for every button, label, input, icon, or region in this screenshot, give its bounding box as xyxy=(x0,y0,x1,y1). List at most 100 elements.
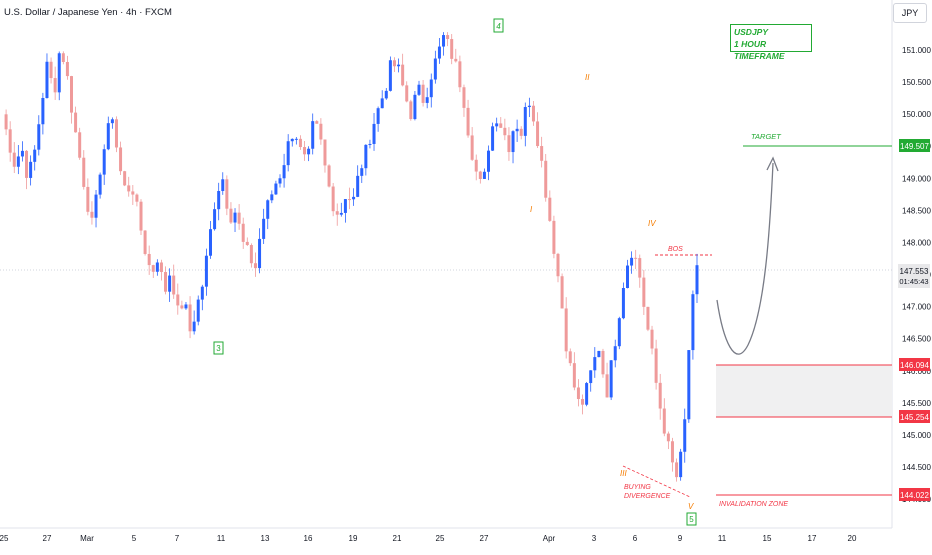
candle-body xyxy=(159,262,163,273)
candle-body xyxy=(225,179,229,209)
candle-body xyxy=(86,186,90,212)
time-tick-label: 11 xyxy=(718,534,727,543)
divergence-line xyxy=(622,465,691,498)
time-tick-label: 16 xyxy=(304,534,313,543)
candle-body xyxy=(135,194,139,202)
candle-body xyxy=(164,272,168,292)
candle-body xyxy=(679,451,683,478)
candle-body xyxy=(298,138,302,148)
candle-body xyxy=(74,112,78,133)
candle-body xyxy=(433,58,437,80)
candle-body xyxy=(372,123,376,144)
candle-body xyxy=(339,212,343,215)
candle-body xyxy=(49,61,53,79)
candle-body xyxy=(482,171,486,179)
candle-body xyxy=(491,126,495,151)
candle-body xyxy=(131,191,135,195)
wave-4-label: 4 xyxy=(496,22,501,31)
time-tick-label: 19 xyxy=(349,534,358,543)
candle-body xyxy=(233,212,237,223)
timeframe-label: 1 HOUR TIMEFRAME xyxy=(734,39,785,61)
candle-body xyxy=(303,147,307,155)
candle-body xyxy=(57,53,61,93)
candle-body xyxy=(507,135,511,153)
candle-body xyxy=(209,229,212,256)
candle-body xyxy=(413,94,417,120)
candle-body xyxy=(658,382,662,409)
candle-body xyxy=(196,299,200,322)
candle-body xyxy=(82,157,86,187)
countdown-text: 01:45:43 xyxy=(899,277,928,286)
time-tick-label: 13 xyxy=(261,534,270,543)
candle-body xyxy=(217,190,221,210)
invalidation-label: INVALIDATION ZONE xyxy=(719,501,788,508)
candle-body xyxy=(487,150,490,172)
zone-bottom-text: 145.254 xyxy=(900,413,929,422)
demand-zone xyxy=(716,365,892,417)
time-tick-label: 27 xyxy=(43,534,52,543)
candle-body xyxy=(556,253,560,277)
candle-body xyxy=(552,220,556,254)
candle-body xyxy=(262,218,266,239)
target-label: TARGET xyxy=(751,132,782,141)
candle-body xyxy=(519,128,523,136)
candle-body xyxy=(266,200,270,219)
candle-body xyxy=(544,160,548,198)
candle-body xyxy=(515,128,519,132)
candle-body xyxy=(531,105,535,122)
candle-body xyxy=(356,175,360,197)
candle-body xyxy=(630,257,634,266)
candle-body xyxy=(331,186,335,212)
candle-body xyxy=(511,131,515,153)
invalidation-badge xyxy=(899,488,930,501)
time-tick-label: 7 xyxy=(175,534,180,543)
candle-body xyxy=(139,201,143,231)
candle-body xyxy=(348,199,351,201)
candle-body xyxy=(388,60,392,91)
candle-body xyxy=(495,123,499,127)
candle-body xyxy=(327,165,331,187)
buying-label-2: DIVERGENCE xyxy=(624,493,671,500)
time-tick-label: Apr xyxy=(543,534,556,543)
candle-body xyxy=(29,161,33,178)
candle-body xyxy=(20,150,24,157)
candle-body xyxy=(204,255,208,287)
candle-body xyxy=(429,79,433,98)
wave-ii-label: II xyxy=(585,73,590,82)
candle-body xyxy=(380,98,384,109)
candle-body xyxy=(597,350,601,358)
time-tick-label: 17 xyxy=(808,534,817,543)
candle-body xyxy=(155,262,159,272)
candle-body xyxy=(143,230,147,254)
timeframe-symbol: USDJPY xyxy=(734,27,769,37)
candle-body xyxy=(642,277,646,307)
candle-body xyxy=(65,61,69,77)
candle-body xyxy=(626,265,629,289)
candle-body xyxy=(470,135,474,160)
projection-path xyxy=(716,162,774,355)
candle-body xyxy=(270,194,274,201)
candle-body xyxy=(376,108,380,124)
candle-body xyxy=(249,245,253,264)
last-price-badge xyxy=(898,264,930,288)
target-price-badge xyxy=(899,139,930,152)
candle-body xyxy=(53,78,57,93)
currency-button[interactable]: JPY xyxy=(893,3,927,23)
candle-body xyxy=(368,143,372,145)
candle-body xyxy=(572,363,576,388)
candle-body xyxy=(662,408,666,434)
timeframe-box: USDJPY 1 HOUR TIMEFRAME xyxy=(730,24,812,61)
time-axis[interactable]: 25 27 Mar 5 7 11 13 16 19 21 25 27 Apr 3 6 9 11 15 17 20 xyxy=(0,534,857,543)
symbol-title[interactable]: U.S. Dollar / Japanese Yen · 4h · FXCM xyxy=(4,7,172,18)
candle-body xyxy=(421,84,425,103)
candle-body xyxy=(478,171,482,179)
candle-body xyxy=(168,275,172,292)
candle-body xyxy=(16,156,20,167)
time-tick-label: 11 xyxy=(217,534,226,543)
candle-body xyxy=(188,304,192,332)
candle-body xyxy=(274,183,278,195)
candle-body xyxy=(401,64,405,86)
zone-top-text: 146.094 xyxy=(900,361,929,370)
candle-body xyxy=(184,304,188,309)
candle-body xyxy=(503,127,507,136)
